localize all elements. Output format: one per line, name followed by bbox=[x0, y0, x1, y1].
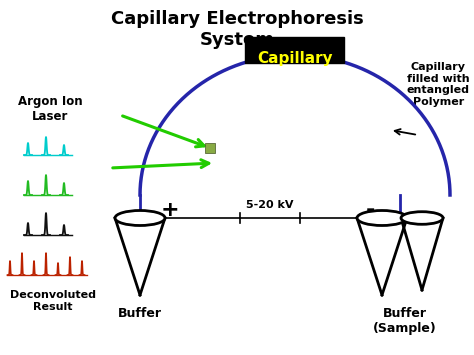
Text: 5-20 kV: 5-20 kV bbox=[246, 200, 294, 210]
Text: Deconvoluted
Result: Deconvoluted Result bbox=[10, 290, 96, 312]
Text: Buffer: Buffer bbox=[118, 307, 162, 320]
Text: Buffer
(Sample): Buffer (Sample) bbox=[373, 307, 437, 335]
Text: +: + bbox=[161, 200, 179, 220]
Text: -: - bbox=[365, 200, 374, 220]
Text: Capillary
filled with
entangled
Polymer: Capillary filled with entangled Polymer bbox=[407, 62, 470, 107]
Ellipse shape bbox=[401, 212, 443, 224]
Text: Capillary: Capillary bbox=[257, 51, 333, 66]
Ellipse shape bbox=[115, 211, 165, 225]
Ellipse shape bbox=[357, 211, 407, 225]
FancyBboxPatch shape bbox=[246, 37, 345, 63]
Text: Argon Ion
Laser: Argon Ion Laser bbox=[18, 95, 82, 123]
Text: Capillary Electrophoresis
System: Capillary Electrophoresis System bbox=[110, 10, 364, 49]
